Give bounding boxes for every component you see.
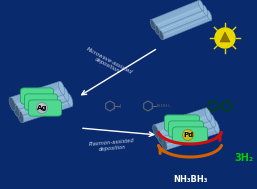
Polygon shape [158,114,214,144]
Ellipse shape [154,25,160,35]
Text: 3H₂: 3H₂ [234,153,254,163]
FancyBboxPatch shape [172,127,208,143]
FancyBboxPatch shape [164,115,200,131]
Polygon shape [13,90,63,107]
Ellipse shape [59,81,65,95]
Ellipse shape [209,114,215,127]
Polygon shape [157,12,206,32]
Polygon shape [161,16,210,37]
Polygon shape [10,81,64,111]
Ellipse shape [205,108,211,121]
Ellipse shape [13,103,20,117]
Circle shape [215,28,235,48]
Polygon shape [17,96,67,113]
FancyBboxPatch shape [20,88,54,104]
Polygon shape [159,10,211,40]
Text: Microwave-assisted
deposition: Microwave-assisted deposition [83,46,133,80]
Polygon shape [157,116,209,134]
Polygon shape [21,102,71,119]
Polygon shape [162,120,218,150]
Polygon shape [151,0,203,30]
Text: B(OH)₂: B(OH)₂ [157,104,172,108]
Polygon shape [160,122,213,140]
Circle shape [185,131,188,135]
Polygon shape [18,93,72,123]
Ellipse shape [67,93,73,107]
Polygon shape [14,87,68,117]
Ellipse shape [198,0,204,10]
Polygon shape [154,108,210,138]
Text: Pd: Pd [183,132,193,138]
Polygon shape [164,128,217,146]
FancyBboxPatch shape [29,100,62,116]
Circle shape [39,105,42,108]
Ellipse shape [153,125,159,138]
Text: I: I [120,104,122,108]
Ellipse shape [158,30,164,40]
Text: Plasmon-assisted
deposition: Plasmon-assisted deposition [89,138,135,152]
Text: Ag: Ag [37,105,47,111]
Ellipse shape [62,87,69,101]
Ellipse shape [9,97,15,111]
Polygon shape [220,32,230,42]
Ellipse shape [202,5,208,15]
Ellipse shape [17,109,23,123]
Text: NH₃BH₃: NH₃BH₃ [173,176,207,184]
FancyBboxPatch shape [24,94,58,110]
Polygon shape [153,7,202,27]
Circle shape [36,102,48,114]
Ellipse shape [213,120,219,133]
Circle shape [182,129,194,140]
Ellipse shape [150,20,156,30]
Ellipse shape [206,10,212,20]
Ellipse shape [157,131,163,144]
FancyBboxPatch shape [168,121,204,137]
Polygon shape [155,5,207,35]
Ellipse shape [161,137,167,150]
